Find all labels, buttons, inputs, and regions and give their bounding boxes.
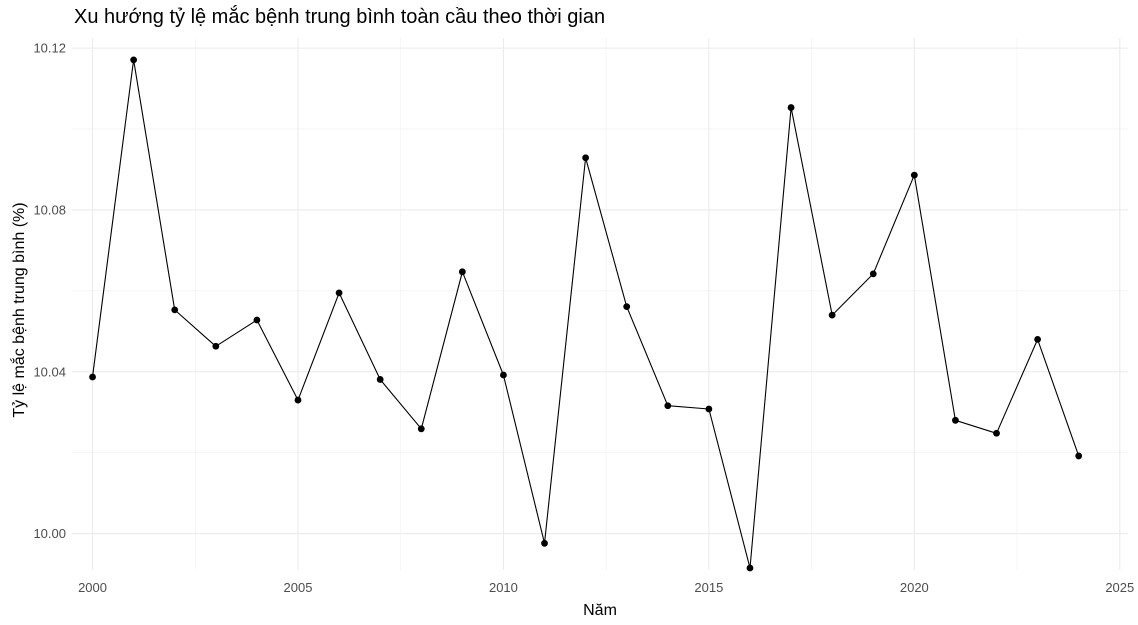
x-tick-label: 2000 <box>78 580 107 595</box>
data-point <box>294 396 302 404</box>
series-points-group <box>89 56 1083 572</box>
data-point <box>828 311 836 319</box>
data-point <box>458 268 466 276</box>
data-point <box>623 303 631 311</box>
data-point <box>746 564 754 572</box>
y-axis-tick-labels: 10.00 10.04 10.08 10.12 <box>33 41 66 541</box>
data-point <box>335 289 343 297</box>
x-tick-label: 2010 <box>489 580 518 595</box>
data-point <box>253 316 261 324</box>
data-point <box>664 402 672 410</box>
data-point <box>541 539 548 547</box>
series-line <box>91 59 1080 569</box>
data-point <box>1034 335 1042 343</box>
data-point <box>910 171 918 179</box>
data-point <box>171 306 179 314</box>
y-tick-label: 10.12 <box>33 41 66 56</box>
x-axis-tick-labels: 2000 2005 2010 2015 2020 2025 <box>78 580 1134 595</box>
x-tick-label: 2020 <box>900 580 929 595</box>
data-point <box>582 154 590 162</box>
data-point <box>787 104 795 111</box>
y-tick-label: 10.08 <box>33 202 66 217</box>
y-tick-label: 10.04 <box>33 364 66 379</box>
data-point <box>705 405 713 413</box>
data-point <box>993 429 1000 437</box>
x-tick-label: 2005 <box>284 580 313 595</box>
series-line-group <box>91 59 1080 569</box>
data-point <box>500 371 507 379</box>
y-tick-label: 10.00 <box>33 526 66 541</box>
chart-title: Xu hướng tỷ lệ mắc bệnh trung bình toàn … <box>74 6 606 28</box>
data-point <box>869 270 877 278</box>
x-tick-label: 2025 <box>1105 580 1134 595</box>
x-axis-title: Năm <box>583 602 617 619</box>
data-point <box>376 376 384 383</box>
minor-gridlines <box>72 38 1128 570</box>
y-axis-title: Tỷ lệ mắc bệnh trung bình (%) <box>9 202 28 417</box>
data-point <box>89 373 96 381</box>
major-gridlines <box>72 38 1128 570</box>
data-point <box>212 342 220 350</box>
data-point <box>1075 452 1083 460</box>
data-point <box>130 56 138 64</box>
data-point <box>952 416 959 424</box>
data-point <box>417 425 425 433</box>
x-tick-label: 2015 <box>694 580 723 595</box>
